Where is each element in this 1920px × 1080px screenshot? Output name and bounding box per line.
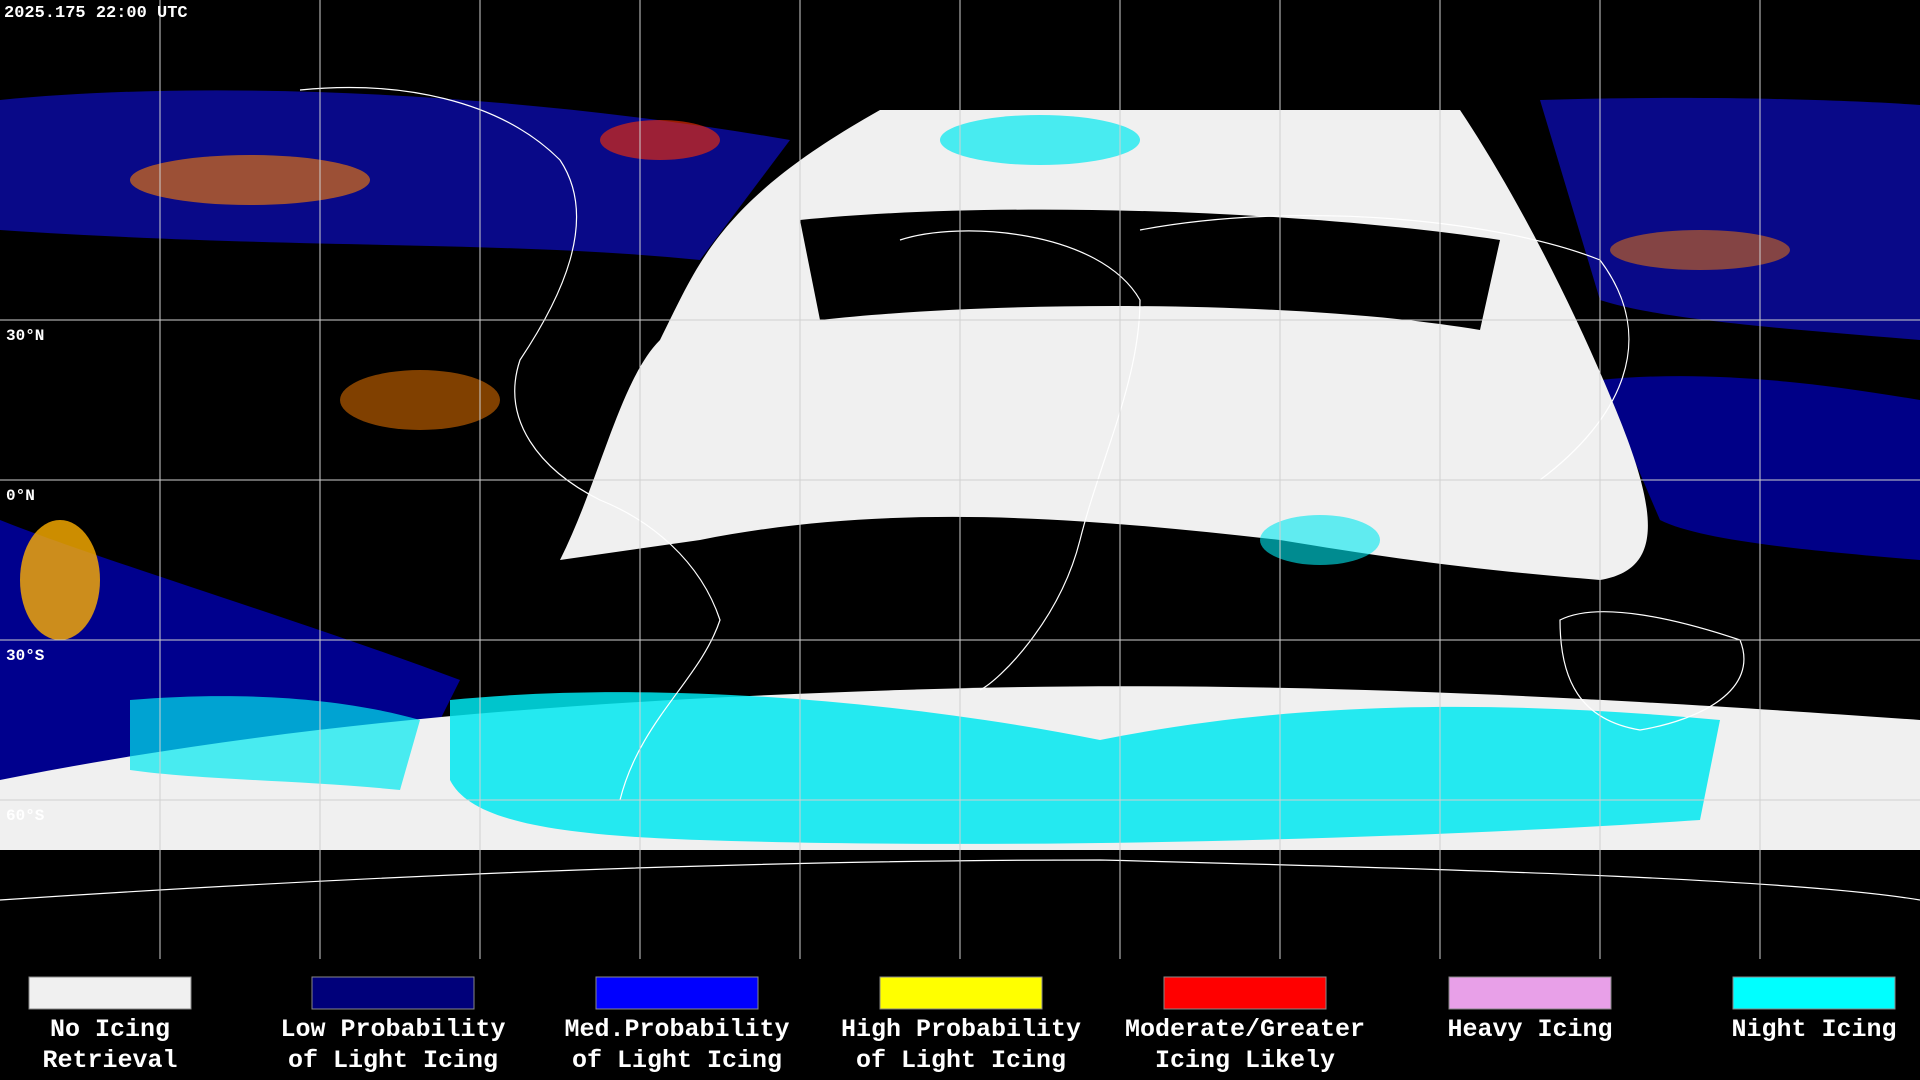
timestamp: 2025.175 22:00 UTC [4, 4, 188, 23]
legend-swatch [1732, 976, 1896, 1010]
legend-label: of Light Icing [572, 1046, 782, 1075]
legend-swatch [1448, 976, 1612, 1010]
coastline [0, 859, 1920, 901]
legend-item: Night Icing [1731, 976, 1897, 1044]
coastline [299, 86, 721, 801]
icing-patch [130, 155, 370, 205]
night-icing-patch [1260, 515, 1380, 565]
latitude-label: 30°S [6, 647, 45, 665]
legend-label: Heavy Icing [1447, 1015, 1612, 1044]
coastlines [0, 86, 1920, 901]
icing-band [0, 90, 790, 260]
latitude-label: 30°N [6, 327, 44, 345]
legend-swatch [311, 976, 475, 1010]
icing-band [1540, 97, 1920, 341]
coastline [1559, 611, 1745, 731]
icing-patch [20, 520, 100, 640]
night-icing-patch [940, 115, 1140, 165]
clear-sky [800, 209, 1500, 330]
night-icing-region [450, 692, 1720, 844]
latitude-labels: 30°N 0°N 30°S 60°S [6, 327, 45, 825]
coastline [899, 230, 1141, 691]
legend-label: of Light Icing [856, 1046, 1066, 1075]
legend-swatch [595, 976, 759, 1010]
legend-label: Med.Probability [564, 1015, 789, 1044]
latitude-label: 0°N [6, 487, 35, 505]
legend-label: No Icing [50, 1015, 170, 1044]
latitude-label: 60°S [6, 807, 45, 825]
legend-swatch [28, 976, 192, 1010]
icing-patch [1610, 230, 1790, 270]
legend-label: Low Probability [280, 1015, 505, 1044]
legend-label: High Probability [841, 1015, 1081, 1044]
night-icing-region [130, 696, 420, 790]
graticule [0, 0, 1920, 959]
legend-label: Icing Likely [1155, 1046, 1335, 1075]
legend-item: Heavy Icing [1447, 976, 1613, 1044]
legend-label: Moderate/Greater [1125, 1015, 1365, 1044]
legend-label: Night Icing [1731, 1015, 1896, 1044]
icing-patch [340, 370, 500, 430]
legend-label: Retrieval [42, 1046, 177, 1075]
legend-label: of Light Icing [288, 1046, 498, 1075]
legend-swatch [1163, 976, 1327, 1010]
legend-swatch [879, 976, 1043, 1010]
coastline [1139, 214, 1630, 481]
icing-patch [600, 120, 720, 160]
